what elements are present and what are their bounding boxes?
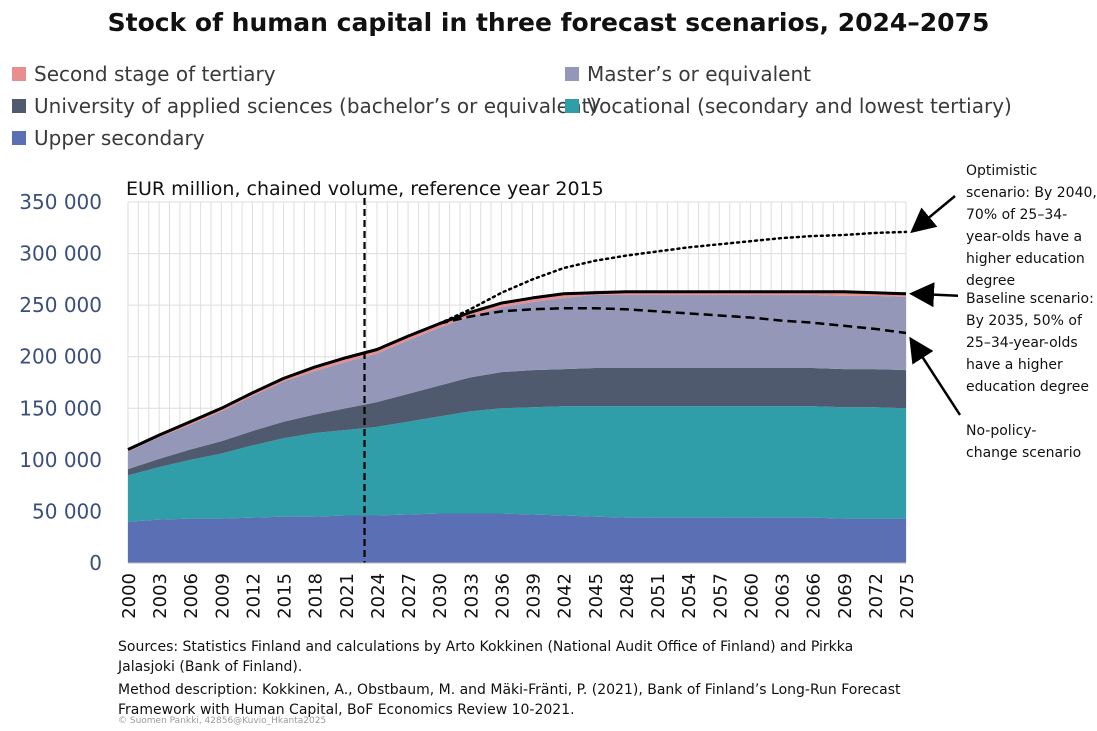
method-line: Method description: Kokkinen, A., Obstba… bbox=[118, 682, 901, 698]
legend-item-second-stage-tertiary: Second stage of tertiary bbox=[12, 62, 276, 86]
legend-swatch bbox=[12, 131, 26, 145]
area-series-2 bbox=[128, 368, 906, 476]
x-tick-label: 2075 bbox=[897, 573, 918, 619]
area-series-3 bbox=[128, 294, 906, 470]
legend-label: University of applied sciences (bachelor… bbox=[34, 94, 598, 118]
legend-item-upper-secondary: Upper secondary bbox=[12, 126, 205, 150]
sources-line: Sources: Statistics Finland and calculat… bbox=[118, 639, 854, 655]
legend-label: Upper secondary bbox=[34, 126, 205, 150]
x-tick-label: 2027 bbox=[399, 573, 420, 619]
annotation-line: have a higher bbox=[966, 357, 1063, 373]
x-tick-label: 2042 bbox=[555, 573, 576, 619]
area-series-0 bbox=[128, 513, 906, 563]
arrow-optimistic bbox=[910, 195, 956, 234]
annotation-line: degree bbox=[966, 273, 1016, 289]
annotation-line: year-olds have a bbox=[966, 229, 1083, 245]
legend-swatch bbox=[12, 99, 26, 113]
annotation-line: education degree bbox=[966, 379, 1089, 395]
x-tick-label: 2003 bbox=[150, 573, 171, 619]
x-tick-label: 2000 bbox=[119, 573, 140, 619]
annotation-optimistic: Optimistic scenario: By 2040, 70% of 25–… bbox=[966, 160, 1097, 292]
x-tick-label: 2072 bbox=[866, 573, 887, 619]
x-tick-label: 2030 bbox=[430, 573, 451, 619]
y-tick-label: 150 000 bbox=[19, 396, 102, 420]
annotation-line: scenario: By 2040, bbox=[966, 185, 1097, 201]
scenario-line-solid bbox=[127, 290, 907, 451]
x-tick-label: 2006 bbox=[181, 573, 202, 619]
legend-label: Master’s or equivalent bbox=[587, 62, 811, 86]
x-tick-label: 2024 bbox=[368, 573, 389, 619]
y-tick-label: 200 000 bbox=[19, 345, 102, 369]
chart-areas bbox=[128, 290, 906, 563]
x-tick-label: 2021 bbox=[337, 573, 358, 619]
y-tick-label: 300 000 bbox=[19, 242, 102, 266]
scenario-line-dotted bbox=[437, 230, 908, 325]
annotation-line: No-policy- bbox=[966, 423, 1037, 439]
x-tick-label: 2009 bbox=[212, 573, 233, 619]
annotation-line: 70% of 25–34- bbox=[966, 207, 1068, 223]
x-tick-label: 2012 bbox=[243, 573, 264, 619]
y-tick-label: 0 bbox=[89, 551, 102, 575]
x-tick-label: 2045 bbox=[586, 573, 607, 619]
annotation-line: Baseline scenario: bbox=[966, 291, 1094, 307]
x-tick-label: 2051 bbox=[648, 573, 669, 619]
legend-label: Vocational (secondary and lowest tertiar… bbox=[587, 94, 1012, 118]
legend-item-masters: Master’s or equivalent bbox=[565, 62, 811, 86]
x-tick-label: 2015 bbox=[275, 573, 296, 619]
chart-scenario-lines bbox=[127, 198, 908, 563]
watermark: © Suomen Pankki, 42856@Kuvio_Hkanta2025 bbox=[118, 716, 327, 726]
y-tick-label: 100 000 bbox=[19, 448, 102, 472]
annotation-line: By 2035, 50% of bbox=[966, 313, 1082, 329]
y-axis: 0 50 000 100 000 150 000 200 000 250 000 300 0… bbox=[19, 190, 102, 575]
area-series-1 bbox=[128, 406, 906, 522]
method-line: Framework with Human Capital, BoF Econom… bbox=[118, 702, 575, 718]
x-tick-label: 2054 bbox=[679, 573, 700, 619]
annotation-arrows bbox=[909, 195, 962, 416]
annotation-line: higher education bbox=[966, 251, 1085, 267]
x-tick-label: 2048 bbox=[617, 573, 638, 619]
annotation-nopolicy: No-policy- change scenario bbox=[966, 420, 1081, 464]
x-axis: 2000 2003 2006 2009 2012 2015 2018 2021 2024 2027… bbox=[119, 562, 918, 619]
y-tick-label: 250 000 bbox=[19, 293, 102, 317]
arrow-baseline bbox=[909, 282, 959, 308]
x-tick-label: 2057 bbox=[710, 573, 731, 619]
x-tick-label: 2066 bbox=[804, 573, 825, 619]
legend-label: Second stage of tertiary bbox=[34, 62, 276, 86]
legend-item-vocational: Vocational (secondary and lowest tertiar… bbox=[565, 94, 1012, 118]
y-tick-label: 350 000 bbox=[19, 190, 102, 214]
legend-swatch bbox=[565, 67, 579, 81]
legend-swatch bbox=[565, 99, 579, 113]
legend-item-applied-sciences: University of applied sciences (bachelor… bbox=[12, 94, 597, 118]
unit-label: EUR million, chained volume, reference y… bbox=[126, 178, 604, 200]
x-tick-label: 2063 bbox=[773, 573, 794, 619]
x-tick-label: 2018 bbox=[306, 573, 327, 619]
x-tick-label: 2039 bbox=[524, 573, 545, 619]
chart-title: Stock of human capital in three forecast… bbox=[107, 8, 990, 37]
x-tick-label: 2069 bbox=[835, 573, 856, 619]
sources-line: Jalasjoki (Bank of Finland). bbox=[118, 659, 303, 675]
annotation-line: 25–34-year-olds bbox=[966, 335, 1078, 351]
annotation-baseline: Baseline scenario: By 2035, 50% of 25–34… bbox=[966, 288, 1094, 398]
y-tick-label: 50 000 bbox=[32, 499, 102, 523]
x-tick-label: 2033 bbox=[461, 573, 482, 619]
arrow-nopolicy bbox=[909, 336, 962, 416]
x-tick-label: 2036 bbox=[492, 573, 513, 619]
x-tick-label: 2060 bbox=[741, 573, 762, 619]
annotation-line: change scenario bbox=[966, 445, 1082, 461]
annotation-line: Optimistic bbox=[966, 163, 1038, 179]
legend-swatch bbox=[12, 67, 26, 81]
